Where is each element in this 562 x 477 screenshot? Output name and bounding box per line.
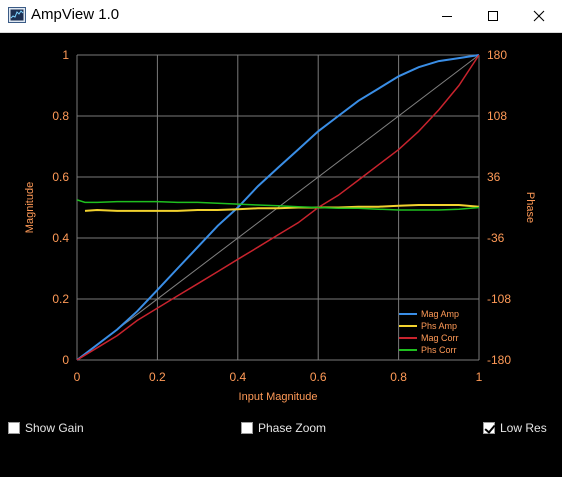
phase-zoom-control[interactable]: Phase Zoom: [241, 420, 326, 436]
minimize-button[interactable]: [424, 0, 470, 32]
legend-entry: Phs Corr: [421, 345, 457, 355]
amplitude-chart: 0 0.2 0.4 0.6 0.8 1 0 0.2 0.4 0.6 0.8 1 -180 -108 -36 3…: [24, 48, 536, 403]
close-button[interactable]: [516, 0, 562, 32]
x-tick-label: 0.2: [149, 370, 166, 384]
x-axis-label: Input Magnitude: [239, 391, 318, 403]
maximize-button[interactable]: [470, 0, 516, 32]
series-line-phs-amp: [84, 204, 480, 212]
phase-zoom-label: Phase Zoom: [258, 421, 327, 435]
y2-tick-label: 36: [487, 170, 501, 184]
y-axis-label: Magnitude: [24, 182, 36, 233]
x-tick-label: 0.6: [310, 370, 327, 384]
legend-entry: Mag Corr: [421, 333, 459, 343]
show-gain-control[interactable]: Show Gain: [8, 420, 84, 436]
y2-axis-label: Phase: [524, 192, 536, 223]
window-title: AmpView 1.0: [31, 6, 120, 23]
title-bar[interactable]: AmpView 1.0: [0, 0, 562, 33]
minimize-icon: [442, 16, 452, 17]
x-tick-label: 0: [74, 370, 81, 384]
close-icon: [533, 10, 545, 22]
maximize-icon: [488, 11, 498, 21]
y2-tick-label: -180: [487, 353, 511, 367]
phase-zoom-checkbox[interactable]: [241, 422, 253, 434]
plot-area: 0 0.2 0.4 0.6 0.8 1 0 0.2 0.4 0.6 0.8 1 -180 -108 -36 3…: [0, 33, 562, 405]
y2-tick-label: 180: [487, 48, 507, 62]
y-tick-label: 0.4: [52, 231, 69, 245]
show-gain-checkbox[interactable]: [8, 422, 20, 434]
series-line-mag-corr: [76, 54, 480, 361]
y2-tick-label: 108: [487, 109, 507, 123]
y2-tick-label: -108: [487, 292, 511, 306]
y2-tick-label: -36: [487, 231, 505, 245]
low-res-label: Low Res: [500, 421, 547, 435]
x-tick-label: 1: [476, 370, 483, 384]
y-tick-label: 0.8: [52, 109, 69, 123]
y-tick-label: 0.2: [52, 292, 69, 306]
series-line-phs-corr: [76, 199, 480, 211]
legend-entry: Phs Amp: [421, 321, 457, 331]
y-tick-label: 0: [62, 353, 69, 367]
low-res-checkbox[interactable]: [483, 422, 495, 434]
x-tick-label: 0.8: [390, 370, 407, 384]
series-line-mag-amp: [76, 54, 480, 361]
legend-entry: Mag Amp: [421, 309, 459, 319]
x-tick-label: 0.4: [229, 370, 246, 384]
show-gain-label: Show Gain: [25, 421, 84, 435]
low-res-control[interactable]: Low Res: [483, 420, 547, 436]
y-tick-label: 0.6: [52, 170, 69, 184]
y-tick-label: 1: [62, 48, 69, 62]
oscilloscope-icon: [8, 7, 26, 23]
